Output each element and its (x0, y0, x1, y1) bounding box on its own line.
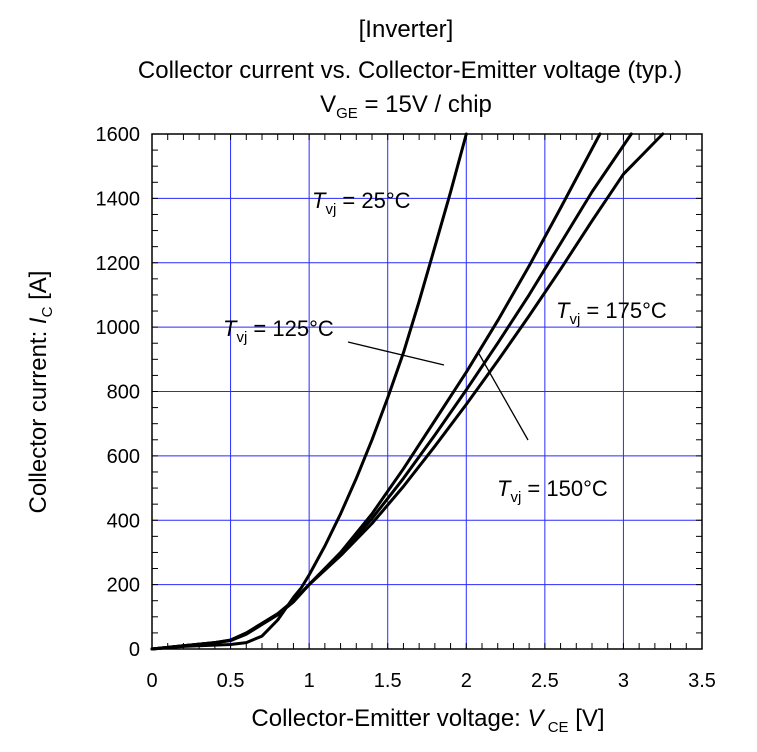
ylabel-var: I (25, 317, 52, 324)
x-tick-label: 3 (618, 670, 629, 692)
annotation-175c: Tvj = 175°C (556, 298, 667, 328)
ann-25-var: T (312, 188, 327, 213)
subtitle-var: V (320, 91, 336, 118)
annotation-150c: Tvj = 150°C (497, 476, 608, 506)
minor-ticks (151, 133, 703, 650)
y-axis-label: Collector current: IC [A] (25, 271, 56, 514)
y-tick-label: 1600 (96, 124, 141, 146)
x-tick-label: 1 (304, 670, 315, 692)
y-tick-label: 1200 (96, 253, 141, 275)
ann-175-rest: = 175°C (580, 298, 667, 323)
plot-frame (151, 133, 703, 650)
series-line-3 (150, 132, 665, 651)
subtitle-sub: GE (336, 105, 358, 122)
ann-150-rest: = 150°C (521, 476, 608, 501)
y-tick-label: 200 (107, 575, 140, 597)
ylabel-unit: [A] (25, 271, 52, 307)
y-tick-labels: 0 200 400 600 800 1000 1200 1400 1600 (96, 124, 141, 661)
ann-125-rest: = 125°C (247, 316, 334, 341)
chart-title-line1: [Inverter] (359, 16, 454, 43)
x-axis-label: Collector-Emitter voltage: V CE [V] (251, 705, 604, 736)
ylabel-sub: C (39, 306, 56, 317)
x-tick-label: 1.5 (374, 670, 402, 692)
ylabel-prefix: Collector current: (25, 324, 52, 513)
annotation-25c: Tvj = 25°C (312, 188, 411, 218)
ann-175-sub: vj (569, 311, 580, 328)
y-tick-label: 400 (107, 510, 140, 532)
annotation-125c: Tvj = 125°C (223, 316, 334, 346)
y-tick-label: 1000 (96, 317, 141, 339)
ann-25-rest: = 25°C (336, 188, 410, 213)
series-line-0 (150, 132, 468, 651)
x-tick-label: 2 (461, 670, 472, 692)
x-tick-labels: 0 0.5 1 1.5 2 2.5 3 3.5 (146, 670, 715, 692)
ann-125-sub: vj (236, 329, 247, 346)
xlabel-sub: CE (544, 719, 569, 736)
x-tick-label: 0 (146, 670, 157, 692)
ann-25-sub: vj (325, 201, 336, 218)
annotation-leader-125 (347, 341, 445, 366)
grid-lines (152, 134, 702, 649)
xlabel-var: V (528, 705, 546, 732)
y-tick-label: 0 (129, 639, 140, 661)
y-tick-label: 800 (107, 382, 140, 404)
xlabel-unit: [V] (569, 705, 605, 732)
subtitle-rest: = 15V / chip (358, 91, 492, 118)
chart-subtitle: VGE = 15V / chip (320, 91, 492, 122)
ann-125-var: T (223, 316, 238, 341)
ann-150-var: T (497, 476, 512, 501)
ann-150-sub: vj (510, 489, 521, 506)
x-tick-label: 2.5 (531, 670, 559, 692)
series-lines (150, 132, 665, 651)
x-tick-label: 3.5 (688, 670, 716, 692)
chart-title-line2: Collector current vs. Collector-Emitter … (138, 57, 682, 84)
xlabel-prefix: Collector-Emitter voltage: (251, 705, 527, 732)
ann-175-var: T (556, 298, 571, 323)
y-tick-label: 1400 (96, 188, 141, 210)
y-tick-label: 600 (107, 446, 140, 468)
annotation-leader-150 (477, 351, 529, 441)
x-tick-label: 0.5 (217, 670, 245, 692)
